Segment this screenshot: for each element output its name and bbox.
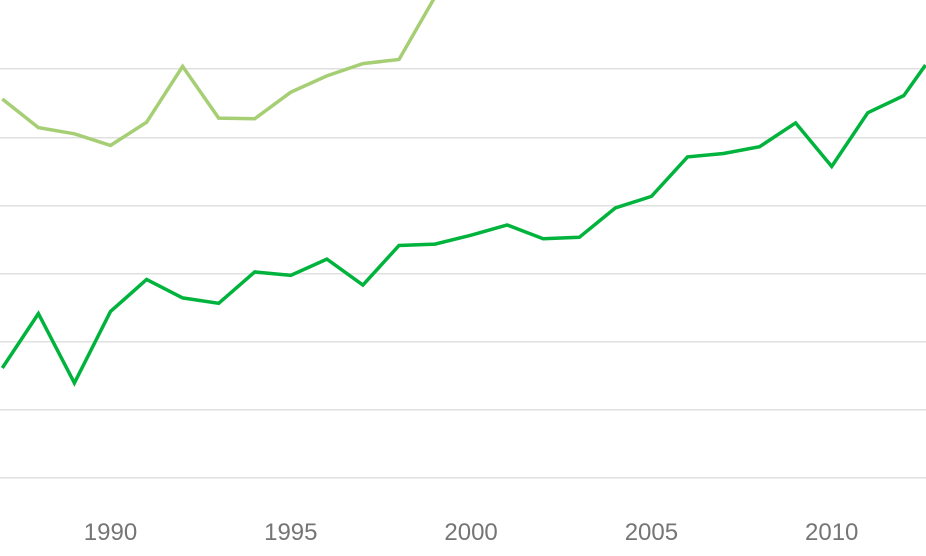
series-lines bbox=[0, 0, 926, 387]
x-tick-label: 2000 bbox=[444, 519, 497, 546]
series-line-2 bbox=[0, 63, 926, 387]
x-axis-tick-labels: 1990 1995 2000 2005 2010 bbox=[84, 519, 859, 546]
x-tick-label: 1995 bbox=[264, 519, 317, 546]
x-tick-label: 2005 bbox=[625, 519, 678, 546]
x-tick-label: 1990 bbox=[84, 519, 137, 546]
gridlines bbox=[0, 67, 926, 479]
series-line-1 bbox=[1, 0, 436, 148]
x-tick-label: 2010 bbox=[805, 519, 858, 546]
